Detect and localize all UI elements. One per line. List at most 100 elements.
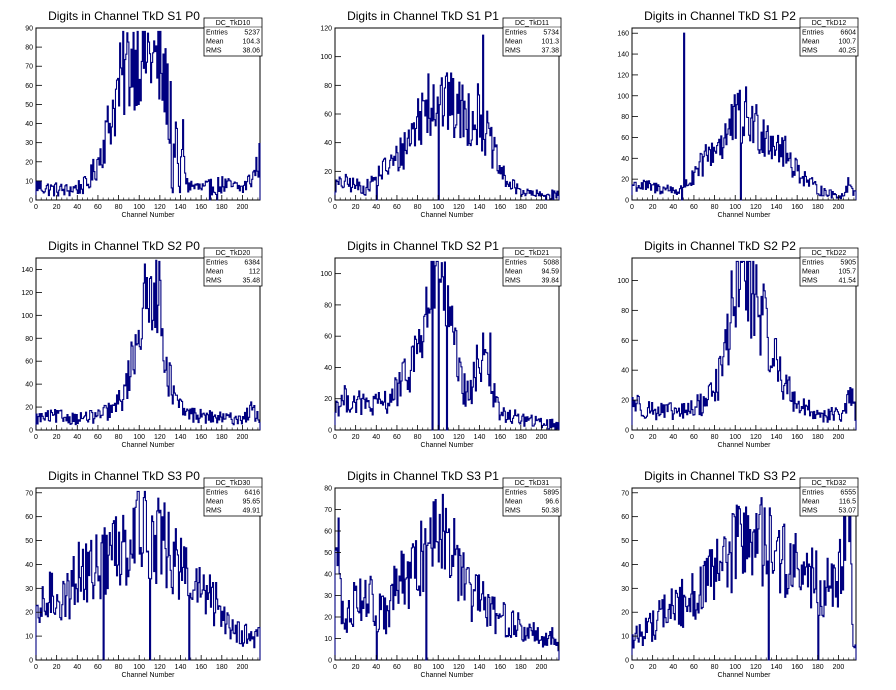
x-tick-label: 160 (494, 204, 506, 211)
x-axis-label: Channel Number (718, 672, 772, 679)
stats-box (502, 247, 562, 287)
y-tick-label: 80 (324, 83, 332, 90)
x-tick-label: 80 (115, 434, 123, 441)
x-tick-label: 40 (73, 664, 81, 671)
x-tick-label: 160 (791, 664, 803, 671)
stats-value: 96.6 (545, 499, 559, 506)
histogram-line (631, 260, 857, 430)
stats-name: DC_TkD11 (515, 20, 549, 27)
y-tick-label: 0 (328, 658, 332, 665)
stats-key: Entries (505, 260, 527, 267)
stats-value: 53.07 (838, 508, 856, 515)
stats-key: Entries (505, 30, 527, 37)
stats-box (203, 247, 263, 287)
x-tick-label: 80 (414, 434, 422, 441)
x-tick-label: 40 (669, 204, 677, 211)
x-axis-label: Channel Number (421, 442, 475, 449)
x-tick-label: 60 (393, 664, 401, 671)
x-axis-label: Channel Number (122, 212, 176, 219)
y-tick-label: 70 (621, 490, 629, 497)
stats-key: Entries (802, 260, 824, 267)
stats-key: RMS (206, 48, 222, 55)
stats-value: 105.7 (838, 269, 856, 276)
stats-value: 35.48 (242, 278, 260, 285)
x-tick-label: 0 (34, 434, 38, 441)
x-tick-label: 200 (833, 204, 845, 211)
x-tick-label: 40 (372, 664, 380, 671)
x-tick-label: 100 (432, 434, 444, 441)
x-tick-label: 180 (216, 434, 228, 441)
y-tick-label: 120 (21, 290, 33, 297)
stats-box (502, 17, 562, 57)
y-tick-label: 20 (621, 610, 629, 617)
stats-value: 37.38 (541, 48, 559, 55)
x-tick-label: 80 (711, 204, 719, 211)
histogram-line (35, 30, 261, 201)
y-tick-label: 60 (621, 338, 629, 345)
x-tick-label: 200 (237, 434, 249, 441)
histogram-line (334, 34, 560, 201)
y-tick-label: 60 (25, 514, 33, 521)
stats-value: 49.91 (242, 508, 260, 515)
stats-key: RMS (206, 508, 222, 515)
x-tick-label: 60 (94, 664, 102, 671)
stats-value: 5905 (840, 260, 856, 267)
x-tick-label: 140 (175, 434, 187, 441)
y-tick-label: 100 (617, 93, 629, 100)
x-tick-label: 20 (649, 434, 657, 441)
y-tick-label: 40 (324, 140, 332, 147)
y-tick-label: 60 (324, 334, 332, 341)
stats-value: 5734 (543, 30, 559, 37)
y-tick-label: 100 (320, 54, 332, 61)
y-tick-label: 60 (324, 529, 332, 536)
stats-value: 5088 (543, 260, 559, 267)
x-tick-label: 40 (73, 434, 81, 441)
x-tick-label: 140 (474, 434, 486, 441)
stats-box (203, 477, 263, 517)
stats-key: RMS (802, 278, 818, 285)
y-tick-label: 160 (617, 31, 629, 38)
x-tick-label: 120 (154, 204, 166, 211)
y-tick-label: 50 (621, 538, 629, 545)
stats-value: 104.3 (242, 39, 260, 46)
y-tick-label: 30 (621, 586, 629, 593)
panel-title: Digits in Channel TkD S1 P0 (48, 9, 200, 23)
panel-title: Digits in Channel TkD S3 P0 (48, 469, 200, 483)
x-tick-label: 40 (669, 434, 677, 441)
stats-name: DC_TkD10 (216, 20, 251, 27)
y-tick-label: 60 (25, 83, 33, 90)
y-tick-label: 40 (25, 562, 33, 569)
panel-title: Digits in Channel TkD S3 P1 (347, 469, 499, 483)
y-tick-label: 90 (25, 26, 33, 33)
y-tick-label: 40 (324, 572, 332, 579)
histogram-panel: Digits in Channel TkD S3 P00 20 40 60 80 100 1… (25, 469, 263, 679)
y-tick-label: 0 (29, 198, 33, 205)
x-tick-label: 140 (474, 664, 486, 671)
y-tick-label: 70 (25, 64, 33, 71)
y-tick-label: 0 (328, 198, 332, 205)
x-tick-label: 180 (812, 434, 824, 441)
stats-key: Mean (505, 269, 523, 276)
stats-key: Mean (206, 269, 224, 276)
x-tick-label: 80 (115, 204, 123, 211)
x-tick-label: 120 (750, 664, 762, 671)
x-tick-label: 120 (453, 204, 465, 211)
y-tick-label: 70 (25, 490, 33, 497)
x-tick-label: 0 (34, 204, 38, 211)
plot-frame (631, 487, 857, 661)
y-tick-label: 100 (21, 313, 33, 320)
y-tick-label: 20 (621, 398, 629, 405)
stats-value: 6604 (840, 30, 856, 37)
x-tick-label: 60 (690, 434, 698, 441)
y-tick-label: 30 (25, 140, 33, 147)
histogram-line (334, 493, 560, 661)
x-tick-label: 40 (669, 664, 677, 671)
x-tick-label: 180 (515, 434, 527, 441)
stats-box (799, 17, 859, 57)
y-tick-label: 80 (324, 486, 332, 493)
y-tick-label: 0 (328, 428, 332, 435)
histogram-line (334, 260, 560, 431)
x-tick-label: 200 (833, 664, 845, 671)
stats-name: DC_TkD20 (216, 250, 251, 257)
x-tick-label: 60 (393, 204, 401, 211)
